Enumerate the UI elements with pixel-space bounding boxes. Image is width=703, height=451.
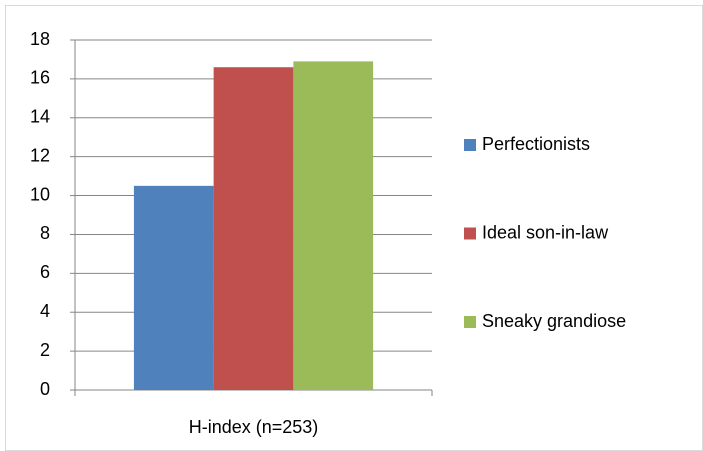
y-tick-label: 4 — [40, 301, 50, 321]
y-tick-label: 6 — [40, 262, 50, 282]
y-tick-label: 8 — [40, 223, 50, 243]
x-tick-label: H-index (n=253) — [189, 417, 319, 437]
y-tick-label: 14 — [30, 107, 50, 127]
bar — [133, 185, 214, 390]
bar — [213, 67, 294, 390]
y-tick-label: 10 — [30, 184, 50, 204]
legend-label: Sneaky grandiose — [482, 311, 626, 331]
y-tick-label: 18 — [30, 29, 50, 49]
y-tick-label: 0 — [40, 379, 50, 399]
legend-label: Perfectionists — [482, 134, 590, 154]
y-tick-label: 2 — [40, 340, 50, 360]
legend-swatch — [464, 227, 476, 240]
y-tick-label: 16 — [30, 68, 50, 88]
legend-label: Ideal son-in-law — [482, 222, 609, 242]
bar — [293, 61, 374, 391]
y-tick-label: 12 — [30, 145, 50, 165]
legend-swatch — [464, 139, 476, 151]
legend-swatch — [464, 316, 476, 328]
